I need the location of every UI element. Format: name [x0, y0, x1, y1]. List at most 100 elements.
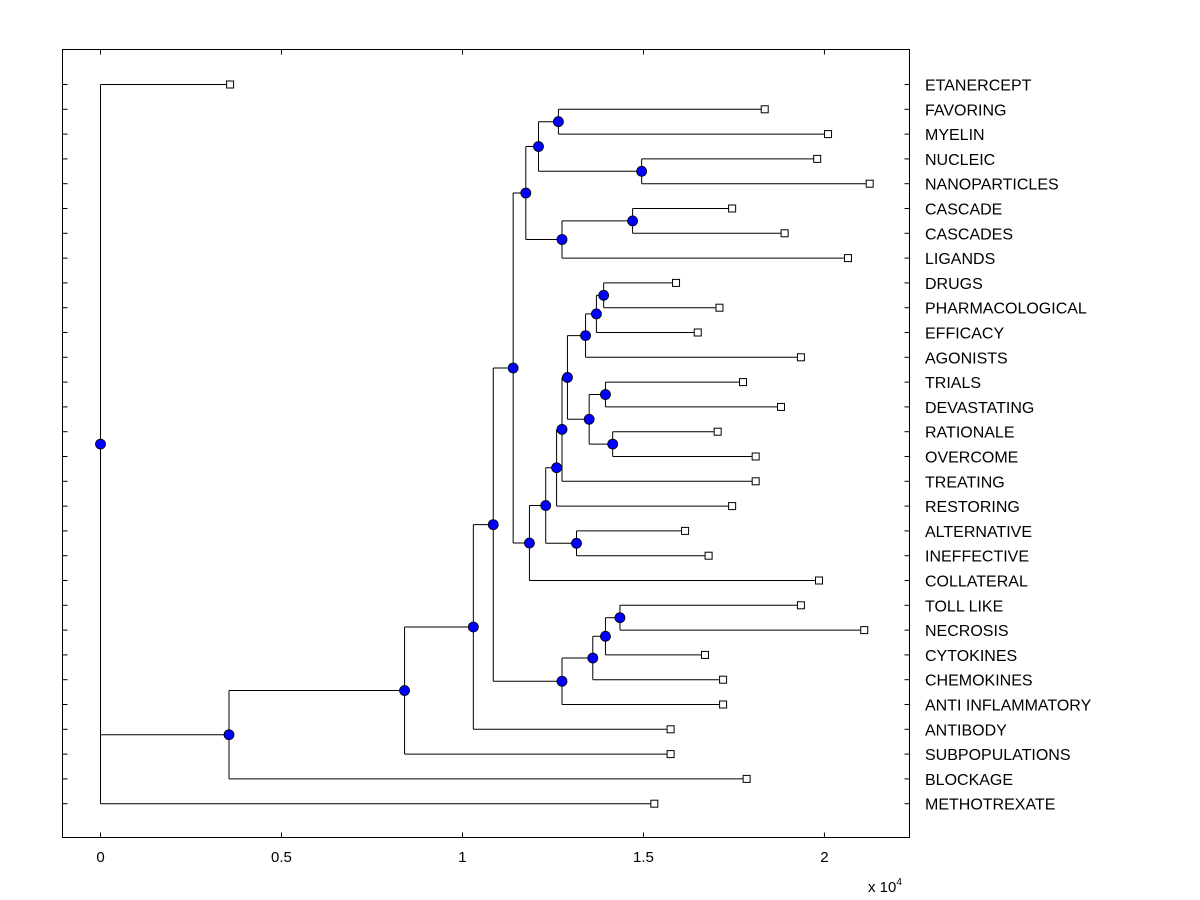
merge-node: [600, 630, 611, 642]
merge-node: [552, 116, 564, 128]
leaf-marker: [760, 105, 769, 114]
leaf-marker: [700, 650, 709, 659]
leaf-marker: [777, 402, 786, 411]
merge-node: [607, 438, 619, 450]
leaf-marker: [796, 353, 805, 362]
leaf-label: METHOTREXATE: [925, 797, 1055, 814]
leaf-marker: [843, 254, 852, 263]
leaf-marker: [865, 179, 874, 188]
leaf-marker: [693, 328, 702, 337]
merge-node: [627, 215, 638, 227]
y-ticks: [62, 84, 910, 805]
leaf-label: TREATING: [925, 474, 1005, 491]
leaf-marker: [780, 229, 789, 238]
merge-node: [533, 141, 544, 152]
leaf-marker: [813, 154, 822, 163]
leaf-label: AGONISTS: [925, 350, 1008, 367]
leaf-label: NUCLEIC: [925, 152, 995, 169]
leaf-markers: [226, 80, 874, 808]
internal-nodes: [95, 116, 648, 741]
leaf-marker: [715, 303, 724, 312]
leaf-marker: [728, 502, 737, 511]
leaf-label: PHARMACOLOGICAL: [925, 301, 1087, 318]
leaf-marker: [751, 477, 760, 486]
merge-node: [571, 537, 582, 549]
leaf-label: DEVASTATING: [925, 400, 1034, 417]
merge-node: [580, 330, 591, 342]
merge-node: [507, 362, 519, 374]
leaf-label: ALTERNATIVE: [925, 524, 1032, 541]
leaf-marker: [226, 80, 235, 89]
merge-node: [540, 500, 552, 511]
leaf-label: TOLL LIKE: [925, 598, 1003, 615]
plot-frame: [62, 49, 910, 838]
merge-node: [467, 621, 479, 633]
leaf-label: OVERCOME: [925, 450, 1018, 467]
merge-node: [598, 289, 610, 301]
leaf-marker: [666, 750, 675, 759]
leaf-label: MYELIN: [925, 127, 985, 144]
merge-node: [551, 462, 562, 474]
leaf-label: SUBPOPULATIONS: [925, 747, 1071, 764]
x-tick-label: 1: [458, 849, 466, 866]
leaf-marker: [672, 278, 681, 287]
leaf-label: RATIONALE: [925, 425, 1015, 442]
leaf-label: TRIALS: [925, 375, 981, 392]
leaf-label: FAVORING: [925, 102, 1007, 119]
leaf-labels: ETANERCEPT FAVORING MYELIN NUCLEIC NANOPARTI…: [925, 78, 1092, 814]
merge-node: [399, 685, 410, 696]
leaf-label: EFFICACY: [925, 326, 1004, 343]
merge-node: [524, 537, 535, 549]
x-tick-label: 2: [820, 849, 828, 866]
leaf-label: NANOPARTICLES: [925, 177, 1059, 194]
leaf-marker: [719, 700, 728, 709]
x-tick-label: 0.5: [271, 849, 292, 866]
leaf-label: COLLATERAL: [925, 574, 1028, 591]
leaf-marker: [824, 130, 833, 139]
leaf-label: RESTORING: [925, 499, 1020, 516]
leaf-marker: [738, 378, 747, 387]
leaf-marker: [796, 601, 805, 610]
leaf-label: CHEMOKINES: [925, 673, 1033, 690]
leaf-marker: [681, 526, 690, 535]
leaf-label: ETANERCEPT: [925, 78, 1032, 95]
merge-node: [583, 413, 595, 425]
merge-node: [562, 372, 573, 383]
x-ticks: [100, 49, 825, 838]
leaf-marker: [751, 452, 760, 461]
merge-node: [487, 519, 499, 531]
leaf-marker: [666, 725, 675, 734]
merge-node: [600, 389, 611, 400]
leaf-label: BLOCKAGE: [925, 772, 1013, 789]
leaf-marker: [713, 427, 722, 436]
leaf-marker: [704, 551, 713, 560]
merge-node: [223, 729, 235, 741]
leaf-label: CYTOKINES: [925, 648, 1017, 665]
merge-node: [636, 165, 648, 177]
leaf-label: INEFFECTIVE: [925, 549, 1029, 566]
x-tick-labels: 0 0.5 1 1.5 2: [96, 849, 828, 866]
leaf-label: ANTIBODY: [925, 722, 1007, 739]
merge-node: [590, 308, 602, 320]
scale-factor: x 104: [868, 877, 902, 896]
leaf-marker: [728, 204, 737, 213]
tree-branches: [100, 84, 870, 805]
x-tick-label: 0: [96, 849, 104, 866]
leaf-marker: [742, 774, 751, 783]
merge-node: [614, 612, 626, 624]
x-tick-label: 1.5: [633, 849, 654, 866]
merge-node: [556, 423, 568, 435]
leaf-label: CASCADE: [925, 202, 1002, 219]
leaf-label: CASCADES: [925, 226, 1013, 243]
leaf-label: LIGANDS: [925, 251, 995, 268]
leaf-label: NECROSIS: [925, 623, 1009, 640]
leaf-marker: [650, 799, 659, 808]
merge-node: [95, 438, 106, 450]
leaf-marker: [860, 626, 869, 635]
merge-node: [556, 234, 568, 245]
merge-node: [520, 187, 532, 199]
merge-node: [587, 652, 599, 664]
merge-node: [556, 675, 568, 687]
leaf-label: ANTI INFLAMMATORY: [925, 698, 1092, 715]
